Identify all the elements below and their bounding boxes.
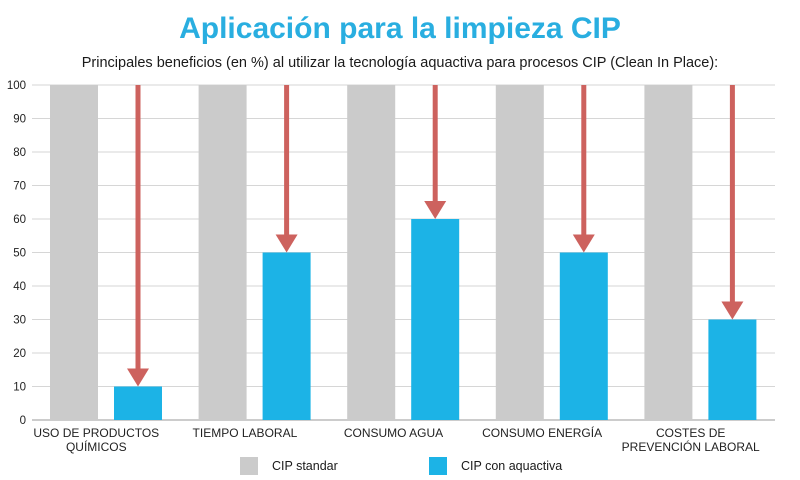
legend-label-aquactiva: CIP con aquactiva xyxy=(461,459,563,473)
bar-aquactiva xyxy=(708,319,757,420)
bar-aquactiva xyxy=(411,219,460,420)
y-tick-label: 30 xyxy=(13,315,26,327)
arrow-head xyxy=(275,234,298,253)
y-tick-label: 70 xyxy=(13,181,26,193)
y-tick-label: 10 xyxy=(13,382,26,394)
chart-subtitle: Principales beneficios (en %) al utiliza… xyxy=(81,55,719,71)
x-category-label: PREVENCIÓN LABORAL xyxy=(622,439,760,454)
arrow-head xyxy=(721,301,744,320)
y-tick-label: 40 xyxy=(13,281,26,293)
bar-standard xyxy=(495,85,544,420)
x-category-label: CONSUMO AGUA xyxy=(344,426,443,440)
y-tick-label: 80 xyxy=(13,147,26,159)
bar-standard xyxy=(644,85,693,420)
x-category-label: QUÍMICOS xyxy=(66,439,127,454)
y-tick-label: 20 xyxy=(13,348,26,360)
bar-standard xyxy=(347,85,396,420)
x-category-label: TIEMPO LABORAL xyxy=(193,426,298,440)
y-tick-label: 100 xyxy=(7,80,26,92)
legend-swatch-standard xyxy=(240,457,258,475)
x-category-label: COSTES DE xyxy=(656,426,725,440)
bar-aquactiva xyxy=(114,386,162,420)
x-category-label: USO DE PRODUCTOS xyxy=(33,426,159,440)
arrow-head xyxy=(424,201,447,219)
bar-aquactiva xyxy=(262,252,311,420)
bar-standard xyxy=(50,85,98,420)
legend-label-standard: CIP standar xyxy=(272,459,338,473)
legend-item-standard: CIP standar xyxy=(240,457,338,475)
x-category-label: CONSUMO ENERGÍA xyxy=(482,425,602,440)
chart-title: Aplicación para la limpieza CIP xyxy=(179,12,621,45)
y-tick-label: 60 xyxy=(13,214,26,226)
y-tick-label: 0 xyxy=(20,415,26,427)
y-tick-label: 50 xyxy=(13,248,26,260)
legend-swatch-aquactiva xyxy=(429,457,447,475)
arrow-head xyxy=(572,234,595,253)
bar-standard xyxy=(198,85,247,420)
bar-aquactiva xyxy=(559,252,608,420)
legend-item-aquactiva: CIP con aquactiva xyxy=(429,457,562,475)
arrow-head xyxy=(127,368,149,387)
y-tick-label: 90 xyxy=(13,114,26,126)
